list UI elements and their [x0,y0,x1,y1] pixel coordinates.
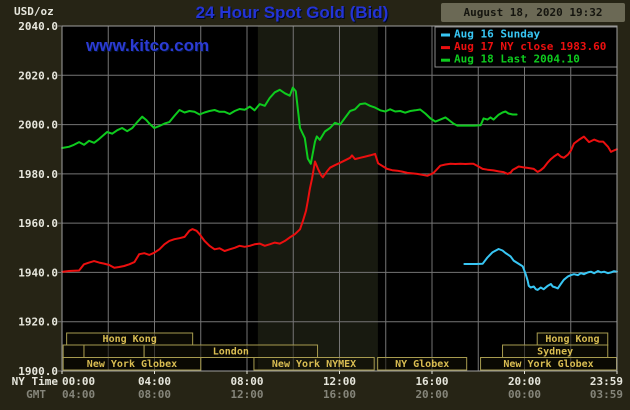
session-box-stub [83,344,145,358]
session-box-london [143,344,319,358]
gmt-tick-label: 16:00 [323,388,356,401]
ny-time-tick-label: 08:00 [230,375,263,388]
y-tick-label: 1940.0 [18,266,58,279]
series-line-aug17 [61,135,618,273]
ny-time-tick-label: 16:00 [415,375,448,388]
y-tick-label: 1980.0 [18,168,58,181]
session-box-new-york-nymex [253,357,375,371]
chart-title: 24 Hour Spot Gold (Bid) [195,3,389,22]
ny-time-tick-label: 00:00 [62,375,95,388]
legend-dash-icon [441,46,450,50]
legend-label: Aug 16 Sunday [454,28,540,41]
y-tick-label: 1900.0 [18,365,58,378]
gmt-tick-label: 00:00 [508,388,541,401]
session-box-ny-globex [377,357,468,371]
ny-time-tick-label: 04:00 [138,375,171,388]
ny-time-tick-label: 20:00 [508,375,541,388]
gmt-tick-label: 20:00 [415,388,448,401]
session-label: Sydney [537,347,573,358]
session-box-new-york-globex [62,357,202,371]
y-tick-label: 1960.0 [18,217,58,230]
session-label: New York Globex [87,359,177,370]
gmt-tick-label: 12:00 [230,388,263,401]
ny-time-tick-label: 12:00 [323,375,356,388]
session-label: London [213,347,249,358]
legend-dash-icon [441,58,450,62]
gmt-tick-label: 08:00 [138,388,171,401]
gmt-tick-label: 04:00 [62,388,95,401]
legend-label: Aug 17 NY close 1983.60 [454,40,606,53]
session-label: NY Globex [395,359,449,370]
y-tick-label: 1920.0 [18,316,58,329]
y-tick-label: 2040.0 [18,20,58,33]
series-line-aug16 [463,248,618,291]
unit-label: USD/oz [14,5,54,18]
ny-time-axis-label: NY Time [12,375,59,388]
gmt-tick-label: 03:59 [590,388,623,401]
session-label: New York NYMEX [272,359,356,370]
ny-time-tick-label: 23:59 [590,375,623,388]
nymex-session-band [257,26,378,371]
session-label: Hong Kong [545,334,599,345]
y-tick-label: 2000.0 [18,119,58,132]
legend-dash-icon [441,33,450,37]
session-box-stub [62,344,85,358]
y-tick-label: 2020.0 [18,69,58,82]
legend-label: Aug 18 Last 2004.10 [454,53,580,66]
series-line-aug18 [61,86,518,165]
session-label: Hong Kong [103,334,157,345]
kitco-watermark: www.kitco.com [86,36,210,55]
datetime-label: August 18, 2020 19:32 [441,3,625,22]
session-label: New York Globex [503,359,593,370]
gmt-axis-label: GMT [26,388,46,401]
